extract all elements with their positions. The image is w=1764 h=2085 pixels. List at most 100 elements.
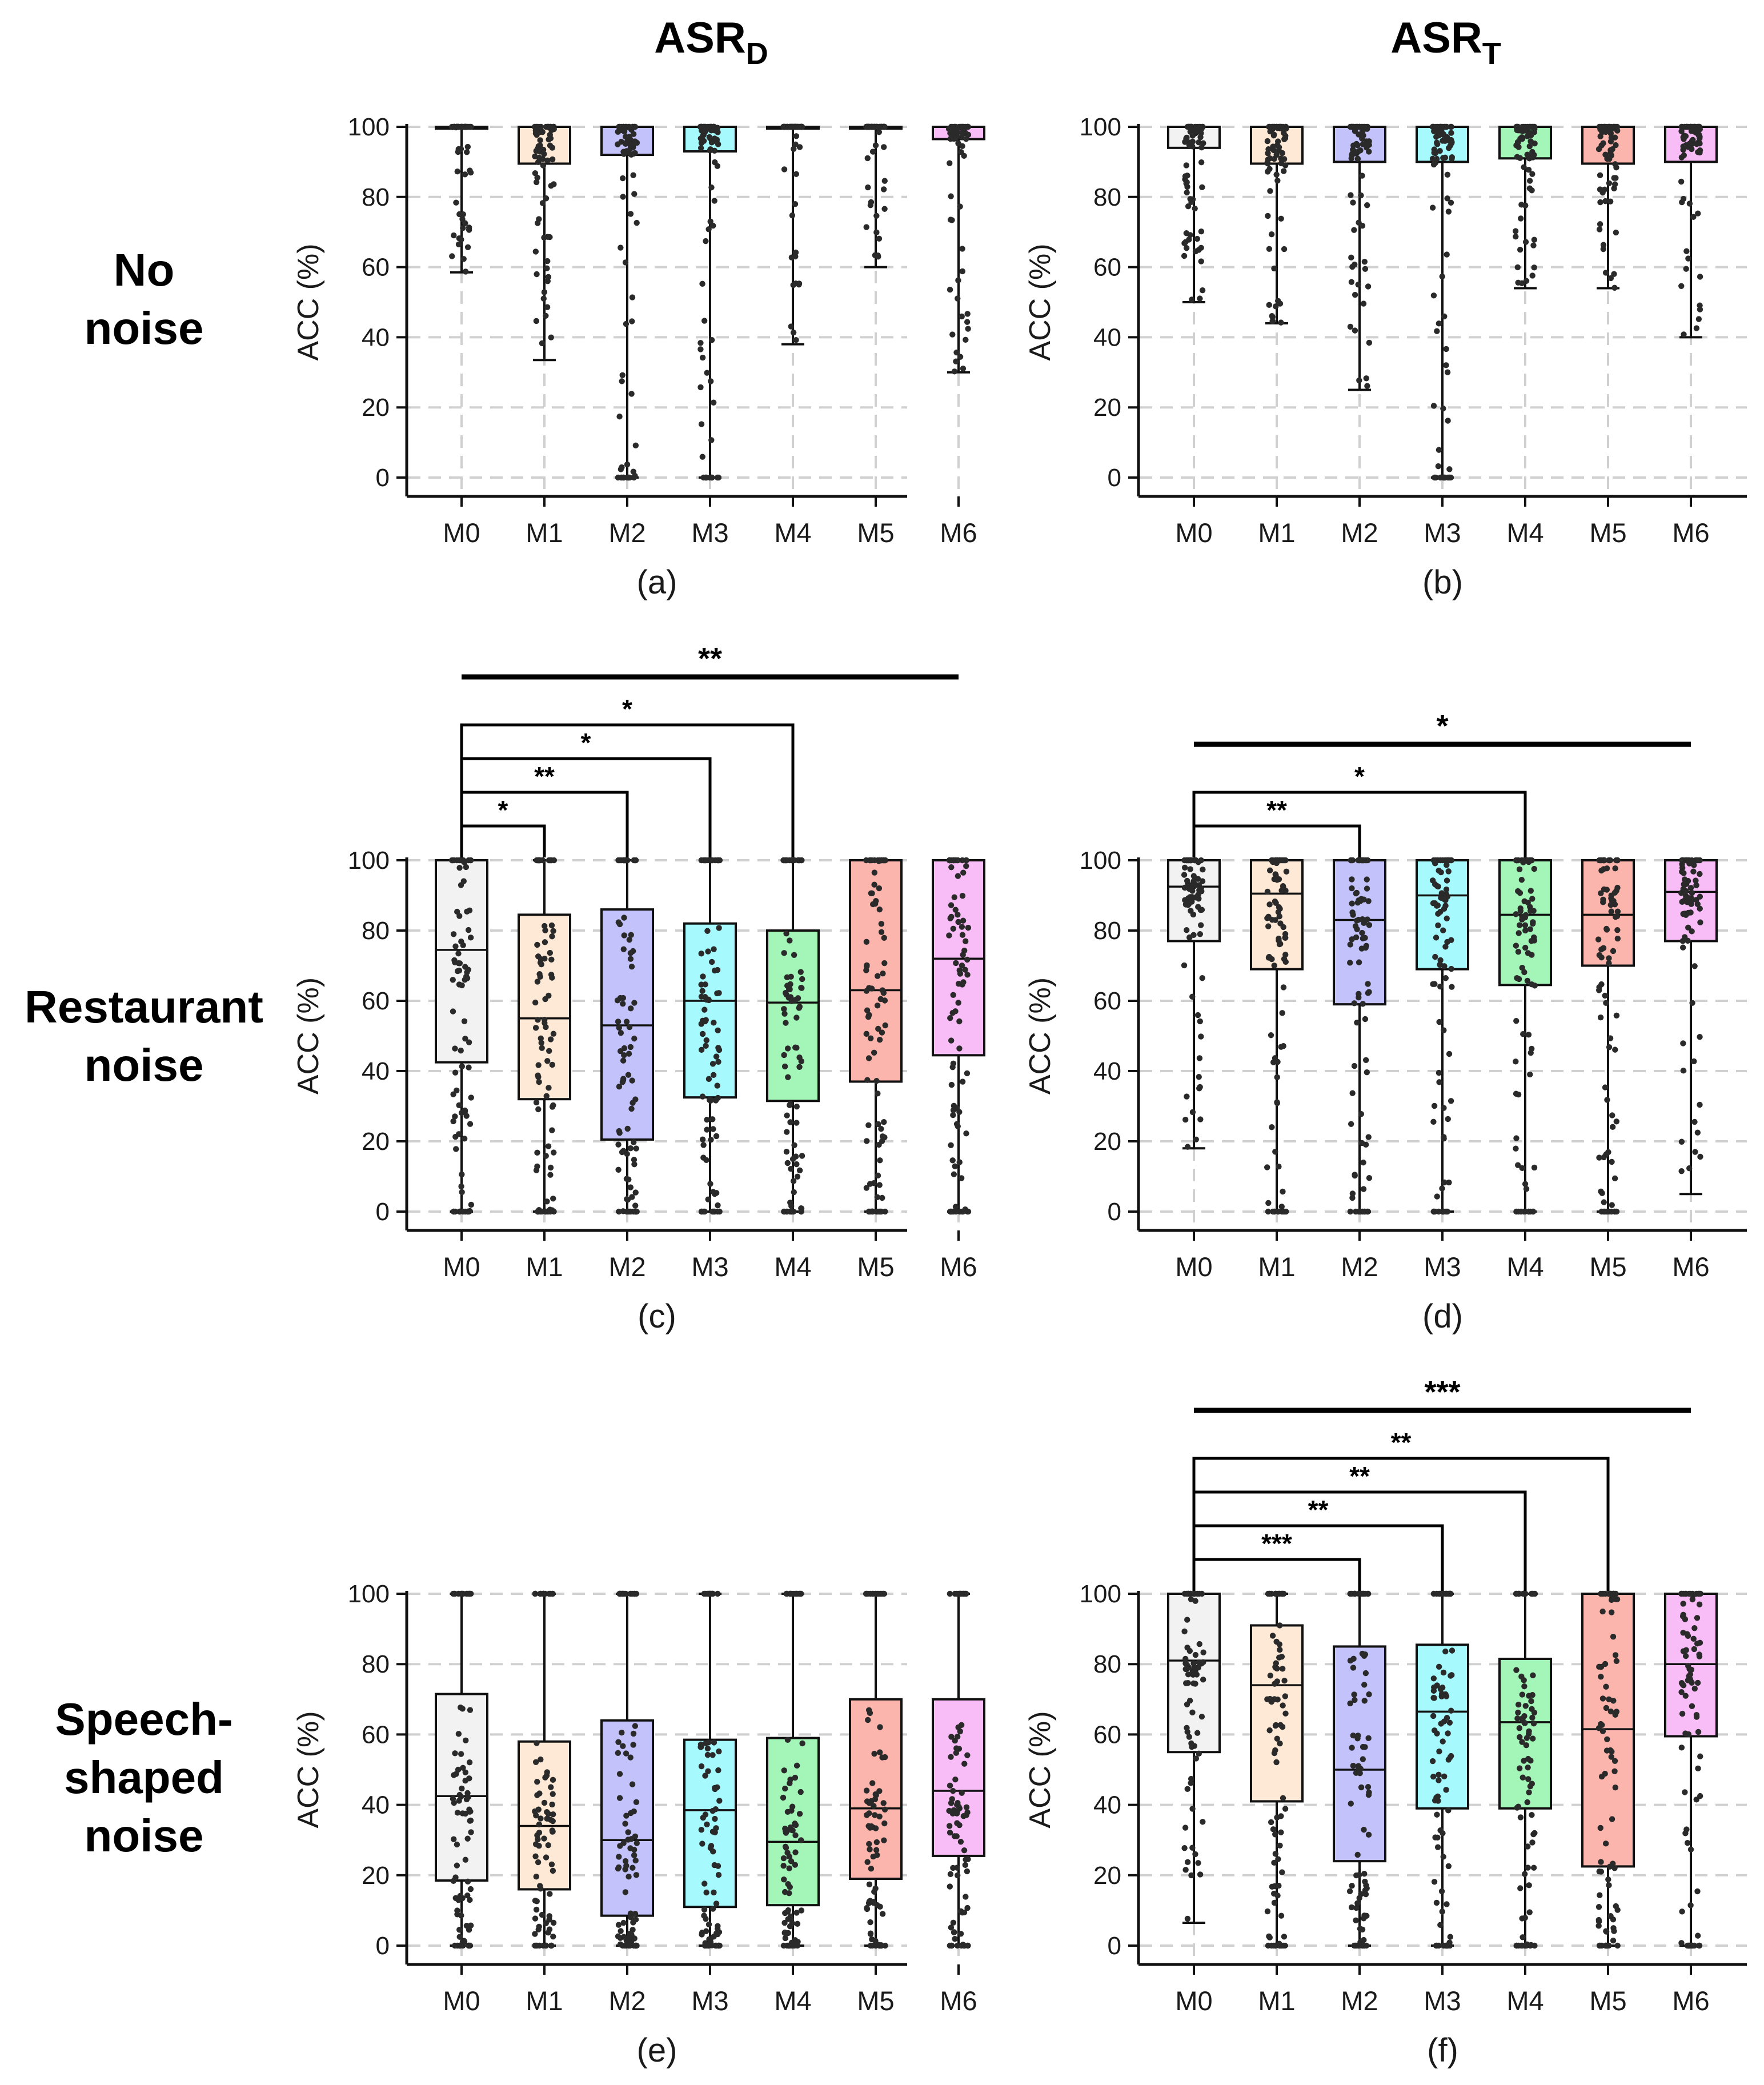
data-point	[955, 919, 961, 925]
data-point	[1525, 1776, 1532, 1782]
data-point	[1515, 1701, 1522, 1708]
data-point	[1430, 981, 1436, 988]
data-point	[958, 1175, 965, 1181]
data-point	[1693, 897, 1699, 903]
data-point	[698, 1021, 704, 1027]
box-M6	[932, 1698, 985, 1857]
data-point	[543, 312, 549, 319]
data-point	[1185, 203, 1192, 210]
data-point	[1439, 273, 1445, 280]
data-point	[863, 1590, 869, 1597]
data-point	[1611, 1590, 1618, 1597]
data-point	[1697, 1153, 1703, 1160]
data-point	[467, 1208, 473, 1214]
data-point	[535, 1062, 542, 1068]
data-point	[698, 1208, 705, 1215]
data-point	[869, 1208, 876, 1214]
data-point	[711, 147, 718, 154]
data-point	[550, 1791, 556, 1797]
data-point	[863, 1031, 869, 1037]
data-point	[1432, 159, 1439, 166]
data-point	[952, 1935, 958, 1942]
data-point	[1690, 1635, 1697, 1642]
data-point	[1526, 1909, 1533, 1915]
data-point	[873, 229, 880, 236]
data-point	[1430, 1118, 1437, 1125]
data-point	[1691, 1942, 1698, 1949]
data-point	[1441, 313, 1448, 320]
data-point	[1614, 1942, 1621, 1949]
data-point	[959, 857, 965, 864]
data-point	[1265, 146, 1272, 153]
data-point	[781, 1063, 788, 1070]
data-point	[798, 1205, 804, 1212]
data-point	[1198, 258, 1204, 264]
data-point	[1689, 1596, 1696, 1603]
data-point	[1598, 1590, 1604, 1597]
data-point	[1356, 1895, 1362, 1901]
data-point	[1697, 871, 1703, 877]
y-axis-title: ACC (%)	[1024, 243, 1057, 360]
data-point	[957, 1838, 964, 1845]
data-point	[1695, 132, 1702, 138]
data-point	[632, 442, 639, 449]
data-point	[1267, 188, 1273, 194]
data-point	[1444, 123, 1450, 130]
data-point	[462, 1810, 468, 1817]
data-point	[876, 1788, 883, 1794]
data-point	[1362, 1141, 1369, 1148]
data-point	[1529, 1839, 1536, 1846]
data-point	[1602, 992, 1608, 999]
data-point	[955, 277, 961, 284]
data-point	[1609, 1158, 1615, 1165]
data-point	[450, 1795, 456, 1802]
data-point	[535, 1926, 542, 1932]
box-M2	[1333, 1645, 1386, 1863]
data-point	[870, 1899, 877, 1906]
data-point	[705, 1921, 712, 1928]
data-point	[534, 1898, 540, 1904]
data-point	[790, 329, 797, 336]
data-point	[876, 1036, 883, 1043]
data-point	[1608, 153, 1614, 159]
x-tick-label: M4	[774, 1252, 811, 1282]
data-point	[1353, 150, 1360, 157]
data-point	[623, 320, 630, 327]
data-point	[450, 931, 457, 937]
data-point	[1275, 298, 1281, 304]
data-point	[871, 869, 878, 876]
data-point	[964, 1868, 971, 1875]
data-point	[782, 1935, 789, 1942]
data-point	[535, 143, 542, 150]
data-point	[536, 1790, 543, 1797]
data-point	[1530, 934, 1537, 941]
data-point	[1182, 1116, 1189, 1123]
data-point	[1197, 1018, 1203, 1025]
data-point	[1360, 1159, 1366, 1166]
data-point	[964, 1070, 971, 1077]
data-point	[709, 1752, 716, 1758]
data-point	[1274, 1892, 1281, 1899]
data-point	[1681, 881, 1687, 888]
data-point	[1365, 1134, 1372, 1140]
x-tick-label: M5	[1589, 518, 1626, 548]
data-point	[549, 1061, 555, 1068]
data-point	[462, 1036, 468, 1042]
data-point	[950, 1919, 957, 1926]
data-point	[876, 1749, 883, 1755]
data-point	[541, 1016, 548, 1023]
data-point	[1442, 975, 1449, 981]
data-point	[1613, 142, 1619, 149]
data-point	[1265, 1200, 1272, 1206]
data-point	[1351, 1062, 1358, 1069]
column-header-subscript: T	[1482, 37, 1501, 71]
data-point	[467, 1121, 474, 1127]
data-point	[1522, 239, 1529, 245]
data-point	[550, 1811, 556, 1818]
data-point	[453, 1771, 459, 1777]
data-point	[633, 1942, 639, 1949]
x-tick-label: M1	[526, 1252, 563, 1282]
data-point	[951, 1929, 957, 1936]
data-point	[963, 1590, 969, 1597]
data-point	[1514, 139, 1521, 146]
